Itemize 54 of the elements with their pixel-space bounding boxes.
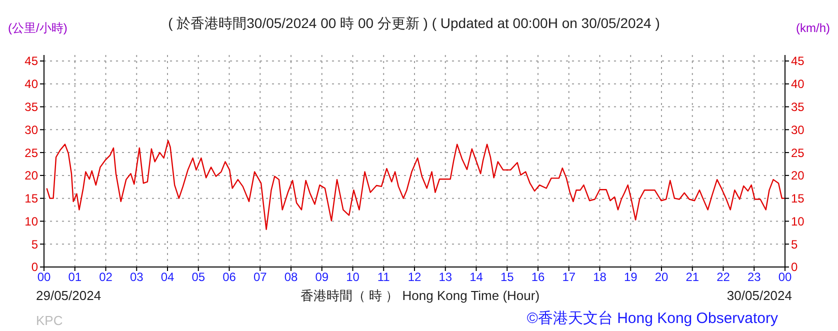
y-tick-label: 15 [24, 192, 38, 206]
x-tick-label: 03 [130, 270, 144, 284]
y2-tick-label: 5 [791, 237, 798, 252]
x-tick-label: 20 [654, 270, 668, 284]
y2-tick-label: 30 [791, 122, 805, 137]
y-tick-label: 35 [24, 100, 38, 114]
line-series [46, 140, 786, 230]
x-tick-label: 21 [686, 270, 700, 284]
y-tick-label: 10 [24, 214, 38, 228]
x-tick-label: 09 [315, 270, 329, 284]
x-tick-label: 00 [778, 270, 792, 284]
x-tick-label: 05 [192, 270, 206, 284]
y-tick-label: 0 [31, 260, 38, 274]
y-axis-title: (公里/小時) [8, 21, 68, 35]
y2-tick-label: 45 [791, 54, 805, 68]
x-tick-label: 18 [593, 270, 607, 284]
y2-tick-label: 25 [791, 146, 805, 160]
y2-tick-label: 20 [791, 168, 805, 183]
y2-tick-label: 15 [791, 192, 805, 206]
x-tick-label: 13 [438, 270, 452, 284]
x-tick-label: 01 [68, 270, 82, 284]
x-tick-label: 02 [99, 270, 113, 284]
text: KPC [36, 313, 63, 328]
y-tick-label: 45 [24, 54, 38, 68]
x-tick-label: 22 [716, 270, 730, 284]
x-axis-title: 香港時間（ 時 ） Hong Kong Time (Hour) [300, 288, 540, 303]
y-tick-label: 30 [24, 122, 38, 137]
x-tick-label: 07 [253, 270, 268, 284]
chart-title: ( 於香港時間30/05/2024 00 時 00 分更新 ) ( Updated at 00:00H on 30/05/2024 ) [168, 15, 660, 31]
x-tick-label: 08 [284, 270, 298, 284]
x-tick-label: 11 [377, 270, 390, 284]
text: 30/05/2024 [726, 288, 792, 303]
x-tick-label: 23 [747, 270, 762, 284]
x-tick-label: 17 [562, 270, 576, 284]
x-tick-label: 15 [500, 270, 514, 284]
y-tick-label: 5 [31, 237, 38, 252]
x-tick-label: 12 [408, 270, 422, 284]
x-tick-label: 04 [160, 270, 174, 284]
y2-tick-label: 0 [791, 260, 798, 274]
x-tick-label: 00 [37, 270, 51, 284]
text: ©香港天文台 Hong Kong Observatory [526, 310, 778, 327]
y2-tick-label: 10 [791, 214, 805, 228]
y2-tick-label: 35 [791, 100, 805, 114]
x-tick-label: 06 [222, 270, 236, 284]
x-tick-label: 10 [346, 270, 360, 284]
y-tick-label: 25 [24, 146, 38, 160]
y2-axis-title: (km/h) [796, 21, 830, 35]
y-tick-label: 20 [24, 168, 38, 183]
y-tick-label: 40 [24, 77, 38, 92]
text: 29/05/2024 [36, 288, 102, 303]
x-tick-label: 16 [531, 270, 545, 284]
y2-tick-label: 40 [791, 77, 805, 92]
x-tick-label: 19 [624, 270, 638, 284]
x-tick-label: 14 [470, 270, 484, 284]
